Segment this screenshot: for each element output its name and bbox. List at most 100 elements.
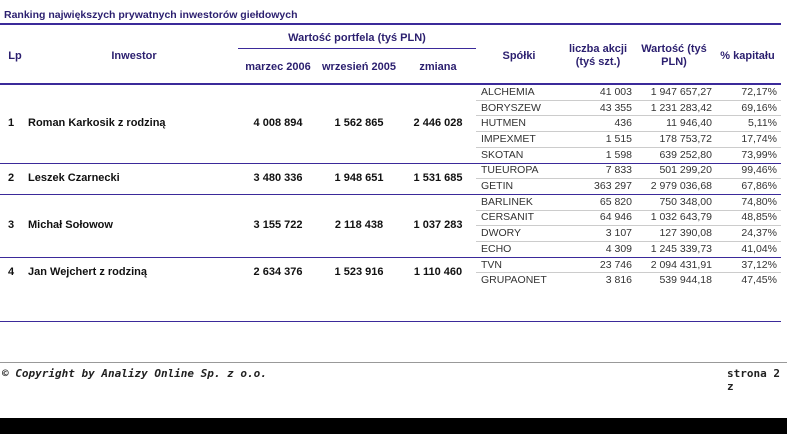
capital-share: 72,17% xyxy=(741,85,777,98)
rule xyxy=(476,99,781,101)
bottom-bar xyxy=(0,418,787,434)
company: ECHO xyxy=(481,242,512,255)
capital-share: 5,11% xyxy=(748,117,777,130)
shares: 64 946 xyxy=(599,211,632,224)
rule xyxy=(238,48,476,49)
company: CERSANIT xyxy=(481,211,535,224)
value: 1 037 283 xyxy=(413,219,463,232)
page-number: strona 2 z xyxy=(727,367,780,393)
header-cell: marzec 2006 xyxy=(245,60,311,73)
company: IMPEXMET xyxy=(481,132,536,145)
rule xyxy=(476,146,781,148)
holding-value: 1 947 657,27 xyxy=(650,85,712,98)
capital-share: 41,04% xyxy=(741,242,777,255)
shares: 1 598 xyxy=(605,148,632,161)
rule xyxy=(0,162,781,164)
company: BARLINEK xyxy=(481,195,533,208)
investor-name: Roman Karkosik z rodziną xyxy=(28,117,166,130)
value: 1 531 685 xyxy=(413,172,463,185)
company: ALCHEMIA xyxy=(481,85,535,98)
shares: 7 833 xyxy=(605,164,632,177)
value: 1 110 460 xyxy=(413,266,463,279)
value: 3 480 336 xyxy=(253,172,303,185)
company: DWORY xyxy=(481,227,522,240)
capital-share: 99,46% xyxy=(741,164,777,177)
shares: 41 003 xyxy=(599,85,632,98)
shares: 363 297 xyxy=(594,180,632,193)
value: 3 155 722 xyxy=(253,219,303,232)
capital-share: 37,12% xyxy=(741,258,777,271)
company: TVN xyxy=(481,258,502,271)
holding-value: 750 348,00 xyxy=(659,195,712,208)
holding-value: 501 299,20 xyxy=(659,164,712,177)
header-cell: wrzesień 2005 xyxy=(322,60,396,73)
company: SKOTAN xyxy=(481,148,524,161)
value: 2 446 028 xyxy=(413,117,463,130)
value: 1 523 916 xyxy=(334,266,384,279)
header-cell: Lp xyxy=(8,49,22,62)
header-cell: Inwestor xyxy=(111,49,157,62)
rule xyxy=(476,241,781,242)
copyright: © Copyright by Analizy Online Sp. z o.o. xyxy=(2,367,267,380)
holding-value: 178 753,72 xyxy=(659,132,712,145)
company: GETIN xyxy=(481,180,514,193)
company: BORYSZEW xyxy=(481,101,541,114)
shares: 43 355 xyxy=(599,101,632,114)
capital-share: 69,16% xyxy=(741,101,777,114)
holding-value: 1 231 283,42 xyxy=(650,101,712,114)
lp: 4 xyxy=(8,266,15,279)
value: 2 118 438 xyxy=(334,219,384,232)
lp: 1 xyxy=(8,117,15,130)
shares: 3 816 xyxy=(605,274,632,287)
shares: 436 xyxy=(614,117,632,130)
shares: 65 820 xyxy=(599,195,632,208)
investor-name: Jan Wejchert z rodziną xyxy=(28,266,147,279)
holding-value: 11 946,40 xyxy=(666,117,712,130)
header-cell: Wartość portfela (tyś PLN) xyxy=(288,31,426,44)
rule xyxy=(0,83,781,85)
capital-share: 17,74% xyxy=(741,132,777,145)
shares: 1 515 xyxy=(605,132,632,145)
investor-name: Leszek Czarnecki xyxy=(28,172,120,185)
lp: 3 xyxy=(8,219,15,232)
rule xyxy=(0,321,781,322)
holding-value: 539 944,18 xyxy=(659,274,712,287)
rule xyxy=(0,362,787,363)
value: 2 634 376 xyxy=(253,266,303,279)
investor-name: Michał Sołowow xyxy=(28,219,113,232)
company: HUTMEN xyxy=(481,117,526,130)
value: 1 562 865 xyxy=(334,117,384,130)
value: 1 948 651 xyxy=(334,172,384,185)
company: GRUPAONET xyxy=(481,274,547,287)
company: TUEUROPA xyxy=(481,164,539,177)
rule xyxy=(0,193,781,195)
header-cell: % kapitału xyxy=(720,49,775,62)
rule xyxy=(476,178,781,180)
header-cell: Spółki xyxy=(502,49,536,62)
lp: 2 xyxy=(8,172,15,185)
rule xyxy=(476,209,781,211)
header-cell: Wartość (tyś PLN) xyxy=(641,43,707,68)
value: 4 008 894 xyxy=(253,117,303,130)
holding-value: 1 032 643,79 xyxy=(650,211,712,224)
title: Ranking największych prywatnych inwestor… xyxy=(4,9,298,21)
rule xyxy=(476,272,781,274)
holding-value: 639 252,80 xyxy=(659,148,712,161)
holding-value: 2 094 431,91 xyxy=(650,258,712,271)
capital-share: 73,99% xyxy=(741,148,777,161)
header-cell: liczba akcji (tyś szt.) xyxy=(568,43,628,68)
holding-value: 1 245 339,73 xyxy=(650,242,712,255)
shares: 23 746 xyxy=(599,258,632,271)
shares: 3 107 xyxy=(605,227,632,240)
header-cell: zmiana xyxy=(419,60,457,73)
rule xyxy=(0,256,781,258)
rule xyxy=(0,23,781,25)
capital-share: 74,80% xyxy=(741,195,777,208)
rule xyxy=(476,225,781,227)
holding-value: 2 979 036,68 xyxy=(650,180,712,193)
holding-value: 127 390,08 xyxy=(659,227,712,240)
capital-share: 24,37% xyxy=(741,227,777,240)
rule xyxy=(476,131,781,133)
capital-share: 48,85% xyxy=(741,211,777,224)
